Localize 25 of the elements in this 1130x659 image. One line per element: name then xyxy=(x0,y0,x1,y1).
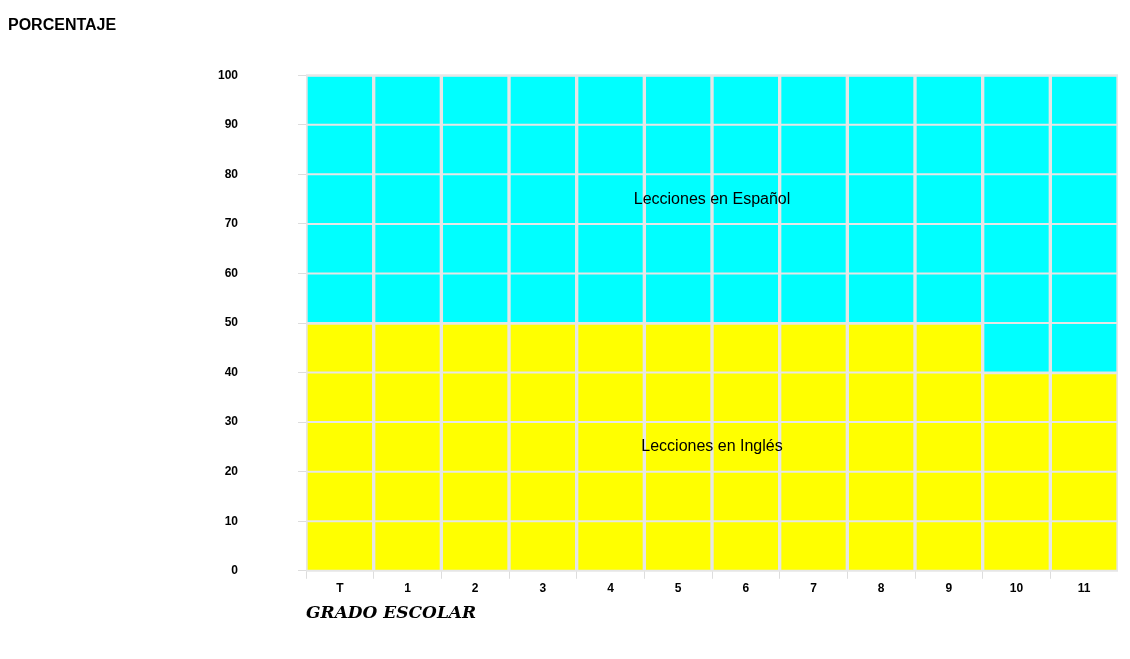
x-tick-label: 8 xyxy=(877,581,885,596)
x-tick-label: T xyxy=(336,581,345,596)
y-tick-label: 30 xyxy=(224,414,239,429)
x-tick-label: 10 xyxy=(1009,581,1024,596)
x-tick-label: 4 xyxy=(607,581,615,596)
x-tick-label: 2 xyxy=(471,581,479,596)
x-tick-label: 3 xyxy=(539,581,547,596)
x-tick-label: 9 xyxy=(945,581,953,596)
y-tick-label: 60 xyxy=(224,265,239,280)
y-tick-label: 20 xyxy=(224,463,239,478)
y-tick-label: 40 xyxy=(224,364,239,379)
y-tick-label: 70 xyxy=(224,216,239,231)
y-tick-label: 0 xyxy=(231,563,239,578)
x-axis-title: GRADO ESCOLAR xyxy=(306,601,477,622)
x-tick-label: 6 xyxy=(742,581,750,596)
y-tick-label: 90 xyxy=(224,117,239,132)
y-tick-label: 10 xyxy=(224,513,239,528)
text: PORCENTAJE xyxy=(8,15,118,35)
x-tick-label: 5 xyxy=(674,581,682,596)
y-tick-label: 100 xyxy=(217,67,239,82)
y-tick-label: 80 xyxy=(224,166,239,181)
x-tick-label: 7 xyxy=(810,581,818,596)
x-tick-label: 11 xyxy=(1077,581,1091,596)
x-tick-label: 1 xyxy=(404,581,412,596)
y-tick-label: 50 xyxy=(224,315,239,330)
